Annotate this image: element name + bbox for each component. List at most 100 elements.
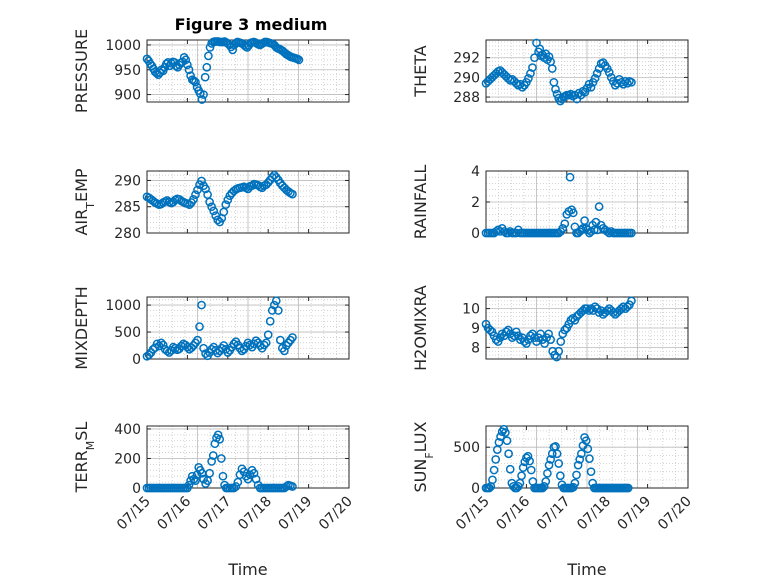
data-point (606, 227, 616, 236)
axes-box (146, 296, 350, 360)
data-point (576, 449, 586, 459)
data-point (245, 340, 255, 350)
data-point (204, 51, 213, 61)
y-axis-label-tail: LUX (411, 421, 430, 452)
data-point (191, 476, 200, 485)
data-point (294, 55, 304, 65)
y-tick-label: 500 (114, 325, 141, 341)
data-point (517, 471, 526, 481)
data-point (265, 316, 275, 326)
data-point (546, 335, 555, 344)
data-point (604, 228, 614, 238)
data-point (526, 331, 535, 341)
y-tick-label: 900 (114, 88, 141, 104)
subplot-mixdepth: 0 500 1000 MIXDEPTH (72, 286, 350, 370)
data-point (152, 339, 162, 349)
data-point (586, 304, 596, 313)
axes-box (146, 425, 350, 489)
y-tick-label: 0 (471, 481, 480, 497)
data-point (228, 45, 237, 55)
data-point (594, 202, 604, 211)
data-point (505, 227, 515, 236)
x-axis-label: Time (566, 560, 606, 579)
data-point (616, 77, 626, 87)
data-point (216, 454, 226, 463)
data-point (503, 228, 513, 238)
data-point (488, 475, 497, 485)
data-point (185, 200, 194, 209)
data-point (205, 468, 214, 478)
data-point (197, 176, 206, 186)
data-point (590, 74, 600, 83)
data-point (261, 338, 271, 348)
data-point (288, 482, 297, 491)
subplot-pressure: 900 950 1000 PRESSURE (72, 29, 350, 113)
data-point (570, 478, 580, 488)
y-tick-label: 2 (471, 195, 480, 211)
data-point (505, 464, 515, 474)
y-axis-label: H2OMIXRA (411, 285, 430, 371)
data-point (184, 65, 194, 75)
data-point (229, 483, 239, 493)
axes-box (485, 425, 689, 489)
data-point (491, 455, 501, 464)
data-point (518, 463, 528, 472)
axes-box (146, 170, 350, 234)
y-tick-label: 0 (132, 352, 141, 368)
data-point (269, 300, 279, 310)
data-point (195, 322, 204, 332)
data-point (197, 300, 206, 310)
data-point (158, 340, 168, 350)
data-point (502, 436, 512, 446)
data-point (273, 306, 283, 315)
data-point (592, 69, 602, 78)
data-point (523, 451, 533, 461)
data-point (525, 456, 534, 466)
y-axis-label-subscript: F (423, 452, 436, 458)
data-point (267, 306, 277, 315)
data-point (589, 225, 599, 235)
data-point (568, 208, 578, 218)
y-tick-label: 950 (114, 63, 141, 79)
data-point (223, 195, 233, 205)
data-point (213, 215, 223, 225)
data-point (544, 52, 554, 62)
y-tick-label: 0 (471, 226, 480, 242)
y-axis-label: PRESSURE (72, 29, 91, 113)
data-point (578, 306, 588, 315)
data-point (501, 327, 511, 337)
y-axis-label-subscript: M (84, 441, 97, 451)
data-point (580, 216, 589, 225)
data-point (574, 88, 584, 98)
data-point (627, 77, 636, 87)
data-point (243, 474, 253, 484)
data-point (493, 225, 503, 235)
data-point (560, 325, 570, 335)
data-point (207, 344, 216, 354)
data-point (604, 68, 614, 77)
data-point (499, 227, 509, 236)
data-point (218, 471, 228, 481)
subplot-rainfall: 0 2 4 RAINFALL (411, 164, 689, 242)
y-tick-label: 290 (114, 173, 141, 189)
data-point (202, 62, 212, 72)
data-point (511, 78, 521, 88)
data-point (586, 82, 596, 92)
data-point (288, 189, 297, 199)
y-tick-label: 200 (114, 451, 141, 467)
data-point (183, 342, 192, 352)
data-point (176, 341, 186, 351)
y-tick-label: 9 (471, 321, 480, 337)
data-point (585, 454, 594, 463)
data-point (189, 195, 198, 204)
y-axis-label-subscript: T (84, 202, 97, 210)
data-point (156, 338, 166, 348)
y-tick-label: 292 (453, 51, 480, 67)
data-point (554, 459, 564, 468)
y-tick-label: 1000 (105, 38, 141, 54)
data-point (183, 60, 192, 70)
y-axis-label: RAINFALL (411, 165, 430, 240)
data-point (201, 349, 210, 358)
data-point (581, 436, 591, 446)
